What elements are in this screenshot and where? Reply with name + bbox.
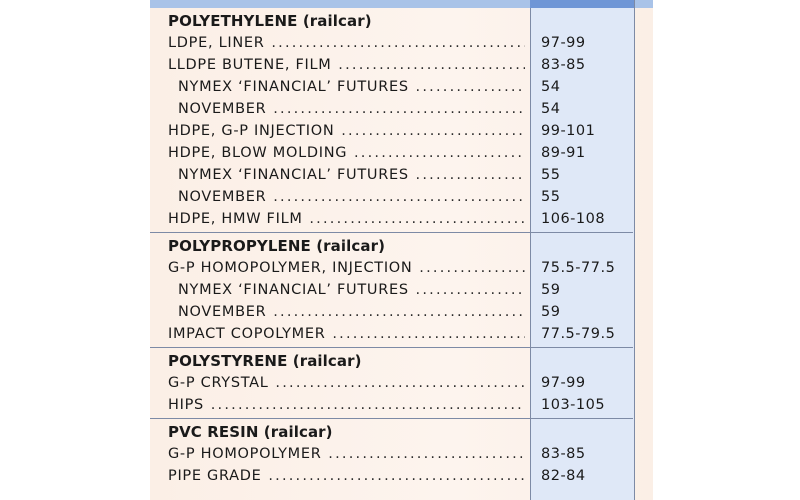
product-name: NOVEMBER [178,101,267,117]
dot-leader: ........................................… [268,468,525,484]
dot-leader: ........................................… [271,35,525,51]
table-row: HIPS ...................................… [150,394,633,416]
dot-leader: ........................................… [273,101,525,117]
price-cell: 55 [541,167,561,183]
table-row: NYMEX ‘FINANCIAL’ FUTURES ..............… [150,279,633,301]
product-name: NYMEX ‘FINANCIAL’ FUTURES [178,79,409,95]
price-cell: 59 [541,282,561,298]
product-name-cell: NYMEX ‘FINANCIAL’ FUTURES ..............… [178,279,525,301]
price-cell: 97-99 [541,35,586,51]
dot-leader: ........................................… [415,167,525,183]
table-row: NYMEX ‘FINANCIAL’ FUTURES ..............… [150,164,633,186]
product-name: NYMEX ‘FINANCIAL’ FUTURES [178,282,409,298]
product-name-cell: IMPACT COPOLYMER .......................… [168,323,525,345]
dot-leader: ........................................… [332,326,525,342]
table-row: G-P CRYSTAL ............................… [150,372,633,394]
price-cell: 106-108 [541,211,606,227]
price-cell: 83-85 [541,446,586,462]
price-cell: 55 [541,189,561,205]
product-name: HIPS [168,397,204,413]
product-name-cell: LLDPE BUTENE, FILM .....................… [168,54,525,76]
table-row: G-P HOMOPOLYMER, INJECTION .............… [150,257,633,279]
price-cell: 89-91 [541,145,586,161]
dot-leader: ........................................… [338,57,525,73]
dot-leader: ........................................… [341,123,525,139]
table-row: PIPE GRADE .............................… [150,465,633,487]
section-pvc: PVC RESIN (railcar) G-P HOMOPOLYMER .....… [150,418,633,487]
header-bar-price [530,0,634,8]
dot-leader: ........................................… [273,189,525,205]
table-row: HDPE, HMW FILM .........................… [150,208,633,230]
product-name-cell: PIPE GRADE .............................… [168,465,525,487]
dot-leader: ........................................… [210,397,525,413]
price-column-band [530,0,635,500]
resin-price-table: POLYETHYLENE (railcar) LDPE, LINER ......… [150,10,633,487]
product-name-cell: G-P CRYSTAL ............................… [168,372,525,394]
table-row: HDPE, BLOW MOLDING .....................… [150,142,633,164]
dot-leader: ........................................… [353,145,525,161]
section-heading: POLYPROPYLENE (railcar) [168,237,386,255]
section-polystyrene: POLYSTYRENE (railcar) G-P CRYSTAL .......… [150,347,633,416]
section-heading: PVC RESIN (railcar) [168,423,333,441]
price-cell: 54 [541,79,561,95]
product-name: HDPE, BLOW MOLDING [168,145,348,161]
price-cell: 97-99 [541,375,586,391]
product-name-cell: HDPE, G-P INJECTION ....................… [168,120,525,142]
product-name: LLDPE BUTENE, FILM [168,57,332,73]
dot-leader: ........................................… [415,79,525,95]
section-polypropylene: POLYPROPYLENE (railcar) G-P HOMOPOLYMER, … [150,232,633,345]
product-name-cell: NYMEX ‘FINANCIAL’ FUTURES ..............… [178,76,525,98]
price-cell: 99-101 [541,123,596,139]
dot-leader: ........................................… [275,375,525,391]
product-name-cell: HDPE, BLOW MOLDING .....................… [168,142,525,164]
product-name: HDPE, HMW FILM [168,211,303,227]
dot-leader: ........................................… [309,211,525,227]
table-row: NOVEMBER ...............................… [150,186,633,208]
price-table-sheet: POLYETHYLENE (railcar) LDPE, LINER ......… [150,0,653,500]
price-cell: 59 [541,304,561,320]
product-name: NYMEX ‘FINANCIAL’ FUTURES [178,167,409,183]
section-heading: POLYETHYLENE (railcar) [168,12,372,30]
product-name: LDPE, LINER [168,35,265,51]
product-name-cell: HIPS ...................................… [168,394,525,416]
price-cell: 83-85 [541,57,586,73]
table-row: HDPE, G-P INJECTION ....................… [150,120,633,142]
price-cell: 77.5-79.5 [541,326,616,342]
dot-leader: ........................................… [419,260,525,276]
product-name-cell: NYMEX ‘FINANCIAL’ FUTURES ..............… [178,164,525,186]
dot-leader: ........................................… [273,304,525,320]
product-name: NOVEMBER [178,304,267,320]
table-row: NOVEMBER ...............................… [150,301,633,323]
product-name-cell: G-P HOMOPOLYMER, INJECTION .............… [168,257,525,279]
product-name-cell: LDPE, LINER ............................… [168,32,525,54]
price-cell: 82-84 [541,468,586,484]
dot-leader: ........................................… [415,282,525,298]
table-row: G-P HOMOPOLYMER ........................… [150,443,633,465]
product-name-cell: NOVEMBER ...............................… [178,301,525,323]
product-name: PIPE GRADE [168,468,262,484]
price-cell: 103-105 [541,397,606,413]
section-heading: POLYSTYRENE (railcar) [168,352,362,370]
price-cell: 54 [541,101,561,117]
price-cell: 75.5-77.5 [541,260,616,276]
product-name: NOVEMBER [178,189,267,205]
table-row: IMPACT COPOLYMER .......................… [150,323,633,345]
table-row: NYMEX ‘FINANCIAL’ FUTURES ..............… [150,76,633,98]
product-name-cell: HDPE, HMW FILM .........................… [168,208,525,230]
product-name: G-P CRYSTAL [168,375,269,391]
product-name: G-P HOMOPOLYMER [168,446,322,462]
product-name: HDPE, G-P INJECTION [168,123,335,139]
section-polyethylene: POLYETHYLENE (railcar) LDPE, LINER ......… [150,10,633,230]
table-row: LDPE, LINER ............................… [150,32,633,54]
product-name-cell: NOVEMBER ...............................… [178,186,525,208]
product-name: IMPACT COPOLYMER [168,326,326,342]
table-row: LLDPE BUTENE, FILM .....................… [150,54,633,76]
product-name-cell: NOVEMBER ...............................… [178,98,525,120]
table-row: NOVEMBER ...............................… [150,98,633,120]
product-name-cell: G-P HOMOPOLYMER ........................… [168,443,525,465]
dot-leader: ........................................… [328,446,525,462]
header-bar [150,0,653,8]
product-name: G-P HOMOPOLYMER, INJECTION [168,260,413,276]
